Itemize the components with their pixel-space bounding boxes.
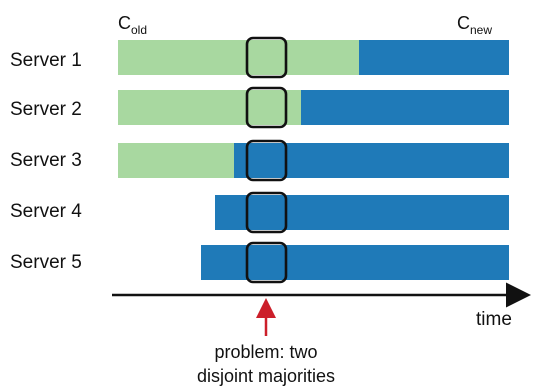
server-1-label: Server 1 (10, 50, 82, 71)
server-5-new-config-bar (201, 245, 509, 280)
server-4-new-config-bar (215, 195, 509, 230)
server-3-old-config-bar (118, 143, 234, 178)
server-1-old-config-bar (118, 40, 359, 75)
server-5-highlight-box (245, 241, 288, 284)
server-4-label: Server 4 (10, 201, 82, 222)
server-2-new-config-bar (301, 90, 509, 125)
server-3-label: Server 3 (10, 150, 82, 171)
server-3-highlight-box (245, 139, 288, 182)
server-1-highlight-box (245, 36, 288, 79)
c-new-label: Cnew (457, 13, 492, 37)
annotation-line-1: problem: two (214, 342, 317, 362)
time-axis-label: time (476, 309, 512, 330)
server-1-new-config-bar (359, 40, 509, 75)
server-2-old-config-bar (118, 90, 301, 125)
server-5-label: Server 5 (10, 252, 82, 273)
server-3-new-config-bar (234, 143, 509, 178)
server-4-highlight-box (245, 191, 288, 234)
server-2-label: Server 2 (10, 99, 82, 120)
c-old-label: Cold (118, 13, 147, 37)
annotation-line-2: disjoint majorities (197, 366, 335, 386)
server-2-highlight-box (245, 86, 288, 129)
